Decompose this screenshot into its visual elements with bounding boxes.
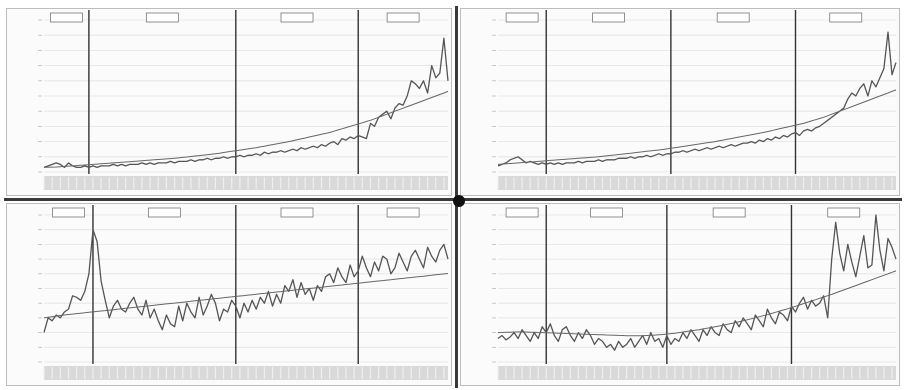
series-line-primary — [497, 31, 897, 167]
era-label-box — [592, 12, 625, 23]
x-axis-band-bg — [44, 176, 448, 190]
era-labels — [50, 12, 420, 23]
era-labels — [52, 207, 420, 218]
series-line-trend — [43, 273, 449, 319]
era-label-box — [716, 12, 750, 23]
era-label-box — [50, 12, 83, 23]
x-axis-band — [43, 366, 448, 380]
era-label-box — [712, 207, 746, 218]
chart-panel-bottom-right — [460, 203, 900, 386]
chart-panel-top-left — [6, 8, 452, 196]
series-line-trend — [497, 89, 897, 165]
x-axis-band-bg — [498, 176, 896, 190]
chart-svg — [6, 203, 452, 386]
chart-frame — [6, 203, 452, 386]
era-labels — [505, 12, 863, 23]
chart-frame — [460, 203, 900, 386]
era-label-box — [147, 207, 181, 218]
series-line-primary — [43, 37, 449, 169]
gridlines — [38, 214, 448, 363]
era-label-box — [386, 12, 420, 23]
era-label-box — [386, 207, 420, 218]
chart-frame — [460, 8, 900, 196]
series-line-trend — [43, 90, 449, 168]
chart-panel-bottom-left — [6, 203, 452, 386]
era-label-box — [145, 12, 179, 23]
x-axis-band — [497, 366, 896, 380]
x-axis-band-bg — [498, 366, 896, 380]
x-axis-band-bg — [44, 366, 448, 380]
x-axis-band — [43, 176, 448, 190]
era-separators — [545, 10, 797, 174]
era-label-box — [590, 207, 623, 218]
era-labels — [505, 207, 861, 218]
era-label-box — [505, 207, 539, 218]
era-separators — [88, 10, 359, 174]
era-label-box — [827, 207, 861, 218]
series-line-trend — [497, 270, 897, 337]
era-label-box — [505, 12, 539, 23]
center-dot — [453, 195, 465, 207]
gridlines — [492, 214, 896, 363]
chart-svg — [6, 8, 452, 196]
x-axis-band — [497, 176, 896, 190]
chart-panel-top-right — [460, 8, 900, 196]
era-label-box — [52, 207, 85, 218]
gridlines — [38, 19, 448, 173]
chart-svg — [460, 203, 900, 386]
era-label-box — [280, 207, 314, 218]
era-label-box — [829, 12, 863, 23]
era-label-box — [280, 12, 314, 23]
series-line-primary — [43, 229, 449, 333]
chart-svg — [460, 8, 900, 196]
chart-frame — [6, 8, 452, 196]
series-line-primary — [497, 214, 897, 351]
era-separators — [545, 205, 793, 364]
